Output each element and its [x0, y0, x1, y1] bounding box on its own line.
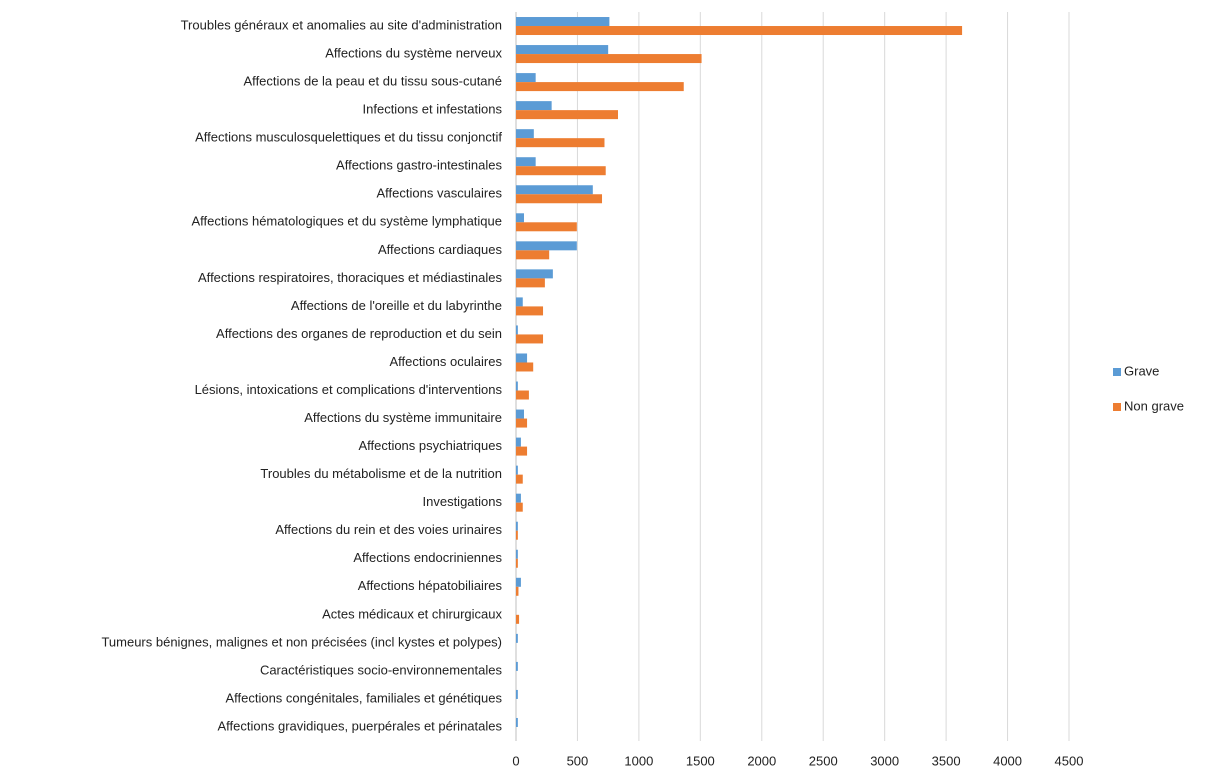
bar	[516, 353, 528, 363]
y-tick-label: Affections gastro-intestinales	[336, 158, 502, 173]
y-tick-label: Affections respiratoires, thoraciques et…	[198, 270, 502, 285]
bar	[516, 222, 577, 232]
bar	[516, 82, 684, 92]
legend-swatch	[1113, 368, 1121, 376]
x-tick-label: 4500	[1055, 753, 1084, 768]
bar	[516, 166, 606, 176]
bar	[516, 689, 518, 699]
bar	[516, 73, 536, 83]
bar	[516, 138, 605, 148]
bar	[516, 530, 518, 540]
y-tick-label: Affections gravidiques, puerpérales et p…	[218, 718, 503, 733]
bar	[516, 390, 529, 400]
bar	[516, 717, 518, 727]
bar	[516, 614, 520, 624]
x-tick-label: 2500	[809, 753, 838, 768]
bar	[516, 558, 518, 568]
x-tick-label: 3000	[870, 753, 899, 768]
x-tick-label: 1500	[686, 753, 715, 768]
y-tick-label: Affections oculaires	[390, 354, 503, 369]
bar	[516, 334, 544, 344]
y-tick-label: Caractéristiques socio-environnementales	[260, 662, 503, 677]
bar	[516, 446, 528, 456]
y-tick-label: Troubles du métabolisme et de la nutriti…	[260, 466, 502, 481]
y-tick-label: Infections et infestations	[363, 102, 503, 117]
bar	[516, 325, 518, 335]
bar	[516, 297, 523, 307]
legend-swatch	[1113, 403, 1121, 411]
x-tick-label: 0	[512, 753, 519, 768]
bar	[516, 381, 518, 391]
y-tick-label: Affections du rein et des voies urinaire…	[275, 522, 502, 537]
bar	[516, 502, 523, 512]
bar	[516, 101, 552, 111]
y-tick-label: Affections de la peau et du tissu sous-c…	[244, 74, 502, 89]
bar	[516, 633, 518, 643]
bar	[516, 577, 521, 587]
y-tick-label: Affections hépatobiliaires	[358, 578, 503, 593]
x-tick-label: 500	[567, 753, 589, 768]
y-tick-label: Lésions, intoxications et complications …	[195, 382, 503, 397]
bar	[516, 493, 521, 503]
bar	[516, 26, 963, 36]
y-tick-label: Affections des organes de reproduction e…	[216, 326, 502, 341]
bar	[516, 362, 534, 372]
x-tick-label: 2000	[747, 753, 776, 768]
bar	[516, 129, 534, 139]
bar	[516, 213, 524, 223]
bar	[516, 418, 528, 428]
bar	[516, 306, 544, 316]
bar	[516, 549, 518, 559]
bar	[516, 157, 536, 167]
bar	[516, 661, 518, 671]
y-tick-label: Affections cardiaques	[378, 242, 503, 257]
y-tick-label: Investigations	[423, 494, 503, 509]
bar	[516, 110, 618, 120]
y-tick-label: Affections hématologiques et du système …	[192, 214, 503, 229]
bar	[516, 269, 553, 279]
bar	[516, 521, 518, 531]
y-tick-label: Affections de l'oreille et du labyrinthe	[291, 298, 502, 313]
bar	[516, 250, 550, 260]
y-tick-label: Affections psychiatriques	[358, 438, 502, 453]
y-tick-label: Tumeurs bénignes, malignes et non précis…	[101, 634, 502, 649]
y-tick-label: Troubles généraux et anomalies au site d…	[181, 17, 502, 32]
bar	[516, 586, 519, 596]
x-tick-label: 3500	[932, 753, 961, 768]
bar	[516, 465, 518, 475]
y-tick-label: Actes médicaux et chirurgicaux	[322, 606, 502, 621]
bar	[516, 278, 545, 288]
bar	[516, 17, 610, 27]
y-tick-label: Affections endocriniennes	[353, 550, 502, 565]
y-tick-label: Affections musculosquelettiques et du ti…	[195, 130, 502, 145]
x-tick-label: 4000	[993, 753, 1022, 768]
y-tick-label: Affections vasculaires	[377, 186, 503, 201]
bar	[516, 241, 577, 251]
bar	[516, 54, 702, 64]
legend-label: Non grave	[1124, 398, 1184, 413]
bar	[516, 474, 523, 484]
bar	[516, 437, 521, 447]
y-tick-label: Affections du système nerveux	[325, 45, 502, 60]
legend-label: Grave	[1124, 363, 1159, 378]
y-tick-label: Affections du système immunitaire	[304, 410, 502, 425]
y-tick-label: Affections congénitales, familiales et g…	[225, 690, 502, 705]
bar	[516, 185, 593, 195]
bar	[516, 194, 603, 204]
bar	[516, 45, 609, 55]
x-tick-label: 1000	[624, 753, 653, 768]
bar	[516, 409, 524, 419]
